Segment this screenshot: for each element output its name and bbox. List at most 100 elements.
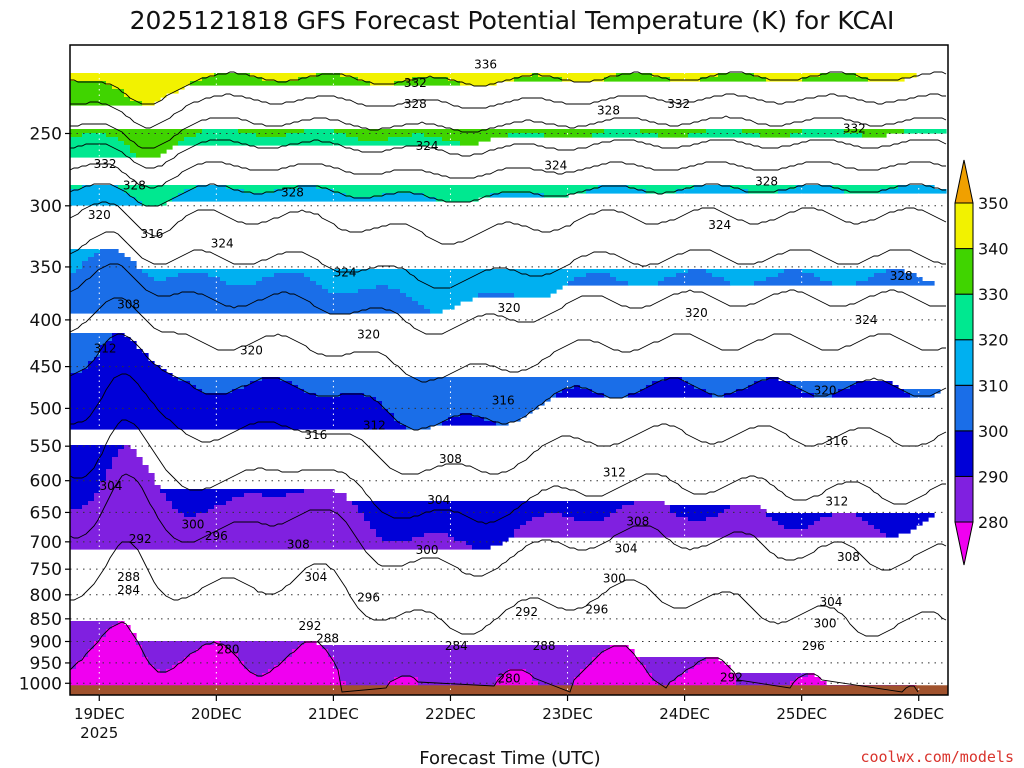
colorbar-segment (954, 248, 974, 295)
y-tick-label: 550 (30, 437, 62, 457)
contour-label: 300 (416, 543, 439, 557)
contour-label: 296 (585, 602, 608, 616)
contour-label: 308 (287, 538, 310, 552)
x-tick-label: 22DEC (425, 705, 476, 723)
contour-label: 328 (404, 97, 427, 111)
contour-label: 292 (129, 532, 152, 546)
contour-label: 324 (544, 158, 567, 172)
colorbar: 280 290 300 310 320 330 340 350 (954, 159, 1009, 566)
colorbar-label: 330 (978, 285, 1009, 304)
y-tick-label: 450 (30, 358, 62, 378)
colorbar-label: 310 (978, 376, 1009, 395)
ground (70, 685, 948, 695)
x-tick-sublabel: 2025 (80, 724, 118, 742)
contour-label: 304 (819, 595, 842, 609)
contour-label: 316 (825, 434, 848, 448)
contour-label: 316 (140, 227, 163, 241)
contour-label: 284 (117, 583, 140, 597)
contour-324 (70, 161, 946, 189)
contour-296 (70, 373, 947, 475)
x-tick-label: 23DEC (542, 705, 593, 723)
x-axis: 19DEC 20DEC 21DEC 22DEC 23DEC 24DEC 25DEC 26DEC… (74, 695, 944, 742)
contour-288 (70, 473, 947, 577)
y-tick-label: 600 (30, 472, 62, 492)
contour-label: 304 (100, 479, 123, 493)
contour-label: 308 (837, 550, 860, 564)
colorbar-segment (954, 202, 974, 250)
credit-text: coolwx.com/models (860, 748, 1014, 766)
y-tick-label: 650 (30, 503, 62, 523)
contour-label: 284 (445, 639, 468, 653)
contour-label: 332 (843, 122, 866, 136)
contour-label: 324 (855, 313, 878, 327)
colorbar-extend-low (954, 521, 974, 566)
contour-label: 296 (802, 639, 825, 653)
contour-328 (70, 139, 947, 169)
y-tick-label: 800 (30, 586, 62, 606)
contour-label: 320 (498, 301, 521, 315)
x-tick-label: 21DEC (308, 705, 359, 723)
contour-label: 300 (181, 517, 204, 531)
contour-label: 328 (597, 104, 620, 118)
y-tick-label: 250 (30, 124, 62, 144)
contour-label: 332 (667, 97, 690, 111)
contour-lines (70, 71, 947, 693)
contour-label: 320 (814, 384, 837, 398)
contour-label: 312 (94, 342, 117, 356)
contour-label: 328 (281, 185, 304, 199)
contour-label: 292 (299, 619, 322, 633)
contour-label: 292 (720, 670, 743, 684)
x-tick-label: 24DEC (659, 705, 710, 723)
contour-label: 308 (117, 298, 140, 312)
contour-label: 320 (240, 343, 263, 357)
colorbar-label: 320 (978, 331, 1009, 350)
chart-title: 2025121818 GFS Forecast Potential Temper… (130, 6, 895, 35)
contour-label: 312 (363, 418, 386, 432)
contour-label: 312 (825, 494, 848, 508)
colorbar-label: 300 (978, 422, 1009, 441)
colorbar-label: 280 (978, 513, 1009, 532)
contour-label: 324 (416, 139, 439, 153)
contour-label: 280 (217, 642, 240, 656)
contour-label: 304 (427, 493, 450, 507)
contour-label: 324 (334, 266, 357, 280)
y-tick-label: 750 (30, 560, 62, 580)
y-tick-label: 300 (30, 197, 62, 217)
contour-label: 320 (685, 306, 708, 320)
contour-label: 304 (304, 570, 327, 584)
contour-label: 300 (814, 616, 837, 630)
x-tick-label: 26DEC (893, 705, 944, 723)
y-axis: 250 300 350 400 450 500 550 600 650 700 750 800 8509… (19, 124, 70, 694)
contour-label: 324 (708, 218, 731, 232)
contour-304 (70, 297, 946, 383)
y-tick-label: 850 (30, 610, 62, 630)
contour-332 (70, 115, 947, 149)
contour-label: 280 (498, 671, 521, 685)
y-tick-label: 500 (30, 399, 62, 419)
y-tick-label: 700 (30, 533, 62, 553)
x-tick-label: 20DEC (191, 705, 242, 723)
contour-label: 312 (603, 466, 626, 480)
contour-336 (70, 93, 946, 129)
contour-308 (70, 263, 946, 335)
colorbar-segment (954, 475, 974, 523)
contour-label: 304 (615, 542, 638, 556)
contour-284 (70, 541, 947, 637)
y-tick-label: 350 (30, 258, 62, 278)
contour-label: 296 (357, 590, 380, 604)
y-tick-label: 1000 (19, 674, 62, 694)
contour-label: 288 (117, 570, 140, 584)
contour-label: 336 (474, 57, 497, 71)
gridlines (70, 45, 948, 695)
contour-292 (70, 419, 946, 525)
y-tick-label: 900 (30, 632, 62, 652)
contour-label: 328 (755, 174, 778, 188)
contour-340 (70, 71, 947, 105)
y-tick-label: 400 (30, 311, 62, 331)
contour-label: 332 (94, 157, 117, 171)
contour-label: 332 (404, 76, 427, 90)
colorbar-label: 350 (978, 194, 1009, 213)
colorbar-label: 290 (978, 467, 1009, 486)
contour-label: 324 (211, 237, 234, 251)
